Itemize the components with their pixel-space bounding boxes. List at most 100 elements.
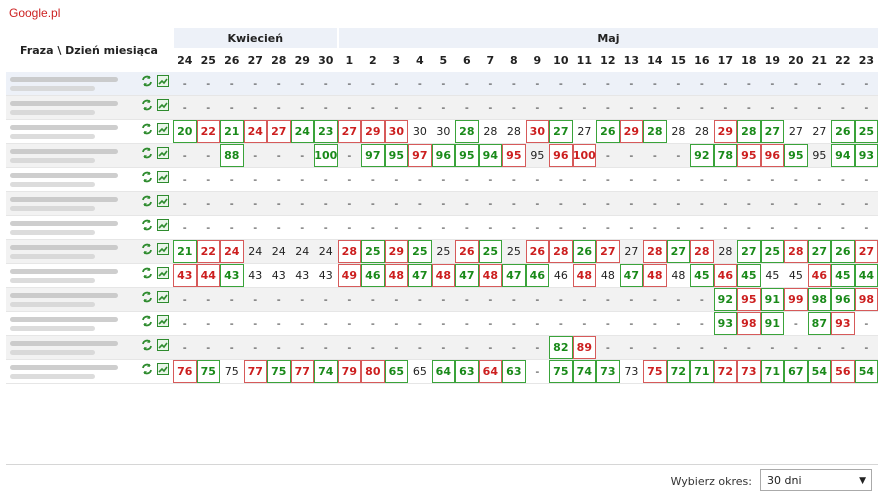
period-select[interactable]: 30 dni ▼ (760, 469, 872, 491)
day-header: 4 (416, 53, 424, 67)
position-cell: 75 (549, 359, 573, 384)
position-cell: 99 (784, 287, 808, 312)
position-cell: - (619, 335, 644, 360)
chart-icon[interactable] (157, 267, 169, 279)
position-cell: - (455, 311, 479, 336)
day-header: 11 (576, 53, 592, 67)
position-cell: 26 (831, 239, 855, 264)
position-cell: - (243, 215, 267, 240)
footer: Wybierz okres: 30 dni ▼ (6, 464, 878, 497)
chart-icon[interactable] (157, 315, 169, 327)
day-header: 22 (835, 53, 851, 67)
phrase-cell (6, 287, 173, 312)
refresh-icon[interactable] (141, 363, 153, 375)
day-header: 2 (369, 53, 377, 67)
position-cell: 43 (314, 263, 338, 288)
chart-icon[interactable] (157, 171, 169, 183)
position-cell: - (831, 335, 855, 360)
chart-icon[interactable] (157, 219, 169, 231)
position-cell: - (666, 191, 691, 216)
position-cell: - (854, 215, 879, 240)
day-header: 28 (271, 53, 287, 67)
refresh-icon[interactable] (141, 75, 153, 87)
table-row: ------------------------------ (6, 215, 879, 240)
position-cell: - (314, 95, 338, 120)
phrase-column-header: Fraza \ Dzień miesiąca (20, 43, 158, 57)
position-cell: 28 (502, 119, 526, 144)
position-cell: - (196, 95, 220, 120)
position-cell: 48 (666, 263, 691, 288)
position-cell: 54 (854, 359, 879, 384)
refresh-icon[interactable] (141, 219, 153, 231)
refresh-icon[interactable] (141, 339, 153, 351)
chart-icon[interactable] (157, 75, 169, 87)
position-cell: - (361, 335, 385, 360)
position-cell: - (807, 215, 832, 240)
refresh-icon[interactable] (141, 171, 153, 183)
position-cell: - (243, 72, 267, 96)
position-cell: 95 (455, 143, 479, 168)
refresh-icon[interactable] (141, 315, 153, 327)
position-cell: - (267, 72, 291, 96)
position-cell: - (337, 215, 362, 240)
position-cell: 97 (408, 143, 432, 168)
day-header: 30 (318, 53, 334, 67)
position-cell: - (314, 72, 338, 96)
chart-icon[interactable] (157, 243, 169, 255)
position-cell: 47 (455, 263, 479, 288)
position-cell: - (525, 335, 550, 360)
position-cell: 74 (572, 359, 597, 384)
refresh-icon[interactable] (141, 99, 153, 111)
position-cell: - (431, 95, 456, 120)
position-cell: 88 (220, 143, 244, 168)
position-cell: 87 (807, 311, 832, 336)
position-cell: - (196, 143, 220, 168)
position-cell: - (196, 311, 220, 336)
refresh-icon[interactable] (141, 267, 153, 279)
position-cell: - (196, 191, 220, 216)
position-cell: 95 (784, 143, 808, 168)
position-cell: 94 (831, 143, 855, 168)
position-cell: - (478, 72, 503, 96)
blurred-url (10, 301, 95, 307)
phrase-cell (6, 191, 173, 216)
day-header: 17 (717, 53, 733, 67)
chart-icon[interactable] (157, 291, 169, 303)
position-cell: - (290, 215, 314, 240)
position-cell: - (314, 215, 338, 240)
refresh-icon[interactable] (141, 243, 153, 255)
position-cell: 45 (831, 263, 855, 288)
position-cell: - (361, 311, 385, 336)
refresh-icon[interactable] (141, 291, 153, 303)
position-cell: 49 (337, 263, 362, 288)
refresh-icon[interactable] (141, 147, 153, 159)
refresh-icon[interactable] (141, 123, 153, 135)
chart-icon[interactable] (157, 99, 169, 111)
position-cell: - (173, 72, 197, 96)
chart-icon[interactable] (157, 195, 169, 207)
position-cell: 27 (572, 119, 597, 144)
position-cell: - (361, 191, 385, 216)
chart-icon[interactable] (157, 363, 169, 375)
position-cell: - (314, 191, 338, 216)
position-cell: 91 (760, 287, 785, 312)
position-cell: - (854, 167, 879, 192)
position-cell: 65 (408, 359, 432, 384)
chart-icon[interactable] (157, 123, 169, 135)
position-cell: - (784, 72, 808, 96)
position-cell: 27 (337, 119, 362, 144)
position-cell: - (784, 311, 808, 336)
position-cell: - (290, 167, 314, 192)
position-cell: - (525, 311, 550, 336)
position-cell: - (455, 215, 479, 240)
position-cell: - (408, 191, 432, 216)
position-cell: - (525, 167, 550, 192)
position-cell: - (666, 335, 691, 360)
position-cell: 47 (408, 263, 432, 288)
position-cell: - (619, 143, 644, 168)
refresh-icon[interactable] (141, 195, 153, 207)
position-cell: - (220, 311, 244, 336)
day-header: 20 (788, 53, 804, 67)
chart-icon[interactable] (157, 339, 169, 351)
chart-icon[interactable] (157, 147, 169, 159)
